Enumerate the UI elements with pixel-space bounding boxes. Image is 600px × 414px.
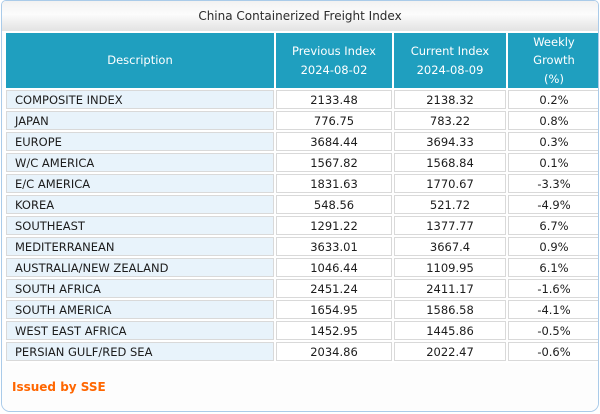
cell-previous-index: 776.75 — [276, 111, 392, 131]
table-row: KOREA 548.56 521.72 -4.9% — [6, 195, 598, 215]
cell-description: MEDITERRANEAN — [6, 237, 274, 257]
cell-current-index: 783.22 — [394, 111, 506, 131]
cell-current-index: 1109.95 — [394, 258, 506, 278]
cell-previous-index: 1831.63 — [276, 174, 392, 194]
column-header-previous-index: Previous Index 2024-08-02 — [276, 33, 392, 89]
cell-weekly-growth: -1.6% — [508, 279, 598, 299]
cell-weekly-growth: 6.1% — [508, 258, 598, 278]
cell-current-index: 1770.67 — [394, 174, 506, 194]
column-header-description: Description — [6, 33, 274, 89]
cell-previous-index: 1567.82 — [276, 153, 392, 173]
cell-description: SOUTHEAST — [6, 216, 274, 236]
cell-previous-index: 3684.44 — [276, 132, 392, 152]
cell-weekly-growth: 0.8% — [508, 111, 598, 131]
cell-description: JAPAN — [6, 111, 274, 131]
cell-weekly-growth: 0.3% — [508, 132, 598, 152]
cell-previous-index: 1654.95 — [276, 300, 392, 320]
cell-weekly-growth: 6.7% — [508, 216, 598, 236]
table-row: SOUTH AFRICA 2451.24 2411.17 -1.6% — [6, 279, 598, 299]
issued-by-label: Issued by SSE — [12, 380, 106, 395]
cell-current-index: 1377.77 — [394, 216, 506, 236]
cell-current-index: 1586.58 — [394, 300, 506, 320]
cell-description: E/C AMERICA — [6, 174, 274, 194]
page-title: China Containerized Freight Index — [198, 9, 402, 23]
freight-index-table: Description Previous Index 2024-08-02 Cu… — [4, 31, 598, 364]
cell-current-index: 2022.47 — [394, 342, 506, 362]
column-header-weekly-growth: Weekly Growth (%) — [508, 33, 598, 89]
table-row: JAPAN 776.75 783.22 0.8% — [6, 111, 598, 131]
cell-weekly-growth: 0.1% — [508, 153, 598, 173]
cell-description: PERSIAN GULF/RED SEA — [6, 342, 274, 362]
cell-description: KOREA — [6, 195, 274, 215]
table-row: SOUTHEAST 1291.22 1377.77 6.7% — [6, 216, 598, 236]
cell-description: AUSTRALIA/NEW ZEALAND — [6, 258, 274, 278]
cell-current-index: 2138.32 — [394, 90, 506, 110]
cell-description: COMPOSITE INDEX — [6, 90, 274, 110]
table-row: AUSTRALIA/NEW ZEALAND 1046.44 1109.95 6.1% — [6, 258, 598, 278]
table-row: COMPOSITE INDEX 2133.48 2138.32 0.2% — [6, 90, 598, 110]
cell-weekly-growth: -4.9% — [508, 195, 598, 215]
table-body: COMPOSITE INDEX 2133.48 2138.32 0.2% JAPAN 77… — [6, 90, 598, 362]
cell-current-index: 521.72 — [394, 195, 506, 215]
cell-previous-index: 1291.22 — [276, 216, 392, 236]
cell-current-index: 1568.84 — [394, 153, 506, 173]
cell-description: W/C AMERICA — [6, 153, 274, 173]
cell-current-index: 3667.4 — [394, 237, 506, 257]
table-header: Description Previous Index 2024-08-02 Cu… — [6, 33, 598, 89]
table-row: EUROPE 3684.44 3694.33 0.3% — [6, 132, 598, 152]
table-row: W/C AMERICA 1567.82 1568.84 0.1% — [6, 153, 598, 173]
footer-bar: Issued by SSE — [2, 363, 598, 411]
cell-previous-index: 2133.48 — [276, 90, 392, 110]
cell-weekly-growth: -3.3% — [508, 174, 598, 194]
cell-current-index: 2411.17 — [394, 279, 506, 299]
cell-previous-index: 1452.95 — [276, 321, 392, 341]
cell-previous-index: 2451.24 — [276, 279, 392, 299]
table-row: WEST EAST AFRICA 1452.95 1445.86 -0.5% — [6, 321, 598, 341]
cell-current-index: 3694.33 — [394, 132, 506, 152]
title-bar: China Containerized Freight Index — [2, 1, 598, 31]
table-row: SOUTH AMERICA 1654.95 1586.58 -4.1% — [6, 300, 598, 320]
table-row: PERSIAN GULF/RED SEA 2034.86 2022.47 -0.6% — [6, 342, 598, 362]
column-header-current-index: Current Index 2024-08-09 — [394, 33, 506, 89]
header-row: Description Previous Index 2024-08-02 Cu… — [6, 33, 598, 89]
cell-weekly-growth: -0.5% — [508, 321, 598, 341]
cell-previous-index: 1046.44 — [276, 258, 392, 278]
table-row: E/C AMERICA 1831.63 1770.67 -3.3% — [6, 174, 598, 194]
cell-description: EUROPE — [6, 132, 274, 152]
cell-weekly-growth: 0.9% — [508, 237, 598, 257]
table-row: MEDITERRANEAN 3633.01 3667.4 0.9% — [6, 237, 598, 257]
cell-description: WEST EAST AFRICA — [6, 321, 274, 341]
cell-previous-index: 3633.01 — [276, 237, 392, 257]
cell-description: SOUTH AFRICA — [6, 279, 274, 299]
cell-previous-index: 2034.86 — [276, 342, 392, 362]
cell-current-index: 1445.86 — [394, 321, 506, 341]
cell-description: SOUTH AMERICA — [6, 300, 274, 320]
cell-weekly-growth: -4.1% — [508, 300, 598, 320]
cell-weekly-growth: 0.2% — [508, 90, 598, 110]
cell-previous-index: 548.56 — [276, 195, 392, 215]
cell-weekly-growth: -0.6% — [508, 342, 598, 362]
